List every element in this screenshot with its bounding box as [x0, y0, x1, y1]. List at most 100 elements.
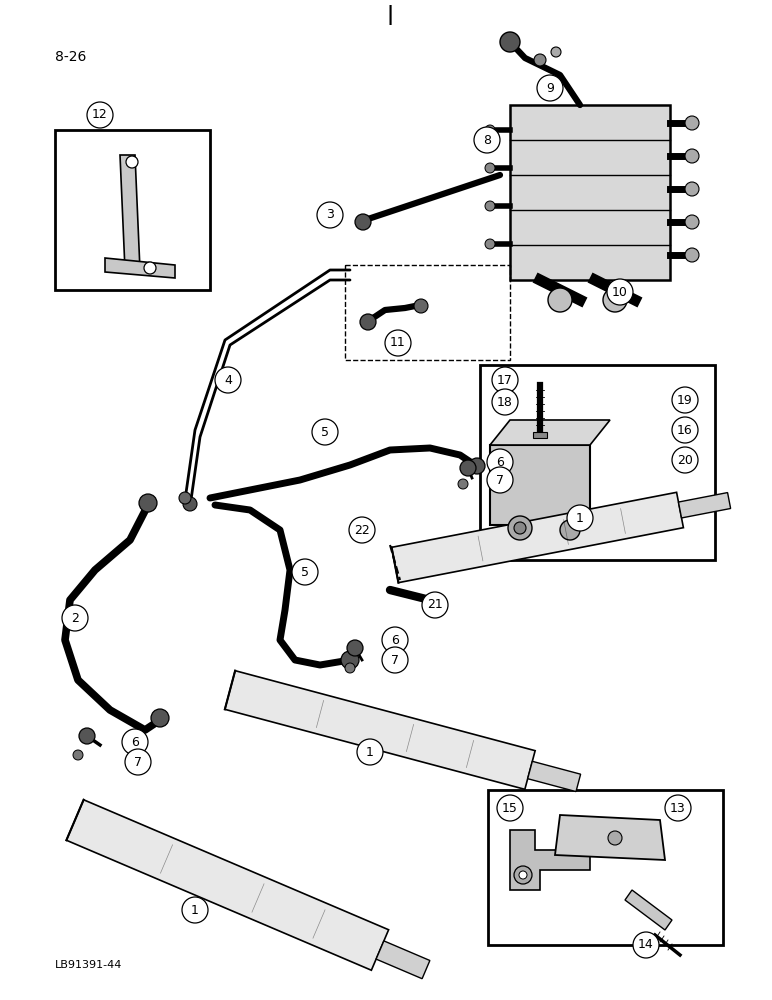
Circle shape: [485, 125, 495, 135]
Circle shape: [382, 627, 408, 653]
Circle shape: [414, 299, 428, 313]
Bar: [345, 265, 510, 360]
Circle shape: [341, 651, 359, 669]
Text: 8-26: 8-26: [55, 50, 86, 64]
Circle shape: [458, 479, 468, 489]
Text: 5: 5: [321, 426, 329, 438]
Text: 10: 10: [612, 286, 628, 298]
Circle shape: [492, 367, 518, 393]
Circle shape: [514, 522, 526, 534]
Circle shape: [460, 460, 476, 476]
Circle shape: [685, 215, 699, 229]
Text: 1: 1: [576, 512, 584, 524]
Circle shape: [347, 640, 363, 656]
Text: 16: 16: [677, 424, 693, 436]
Circle shape: [349, 517, 375, 543]
Circle shape: [385, 330, 411, 356]
Circle shape: [144, 262, 156, 274]
Circle shape: [357, 739, 383, 765]
Text: 18: 18: [497, 395, 513, 408]
Circle shape: [422, 592, 448, 618]
Text: 1: 1: [366, 746, 374, 758]
Bar: [490, 445, 590, 525]
Text: 15: 15: [502, 802, 518, 814]
Circle shape: [87, 102, 113, 128]
Circle shape: [560, 520, 580, 540]
Circle shape: [519, 871, 527, 879]
Text: 21: 21: [427, 598, 443, 611]
Circle shape: [672, 417, 698, 443]
Text: 3: 3: [326, 209, 334, 222]
Bar: [55, 130, 210, 290]
Text: 12: 12: [92, 108, 108, 121]
Circle shape: [182, 897, 208, 923]
Circle shape: [548, 288, 572, 312]
Circle shape: [79, 728, 95, 744]
Polygon shape: [391, 492, 683, 583]
Text: 20: 20: [677, 454, 693, 466]
Circle shape: [672, 447, 698, 473]
Bar: [533, 432, 547, 438]
Circle shape: [139, 494, 157, 512]
Polygon shape: [225, 671, 535, 789]
Circle shape: [125, 749, 151, 775]
Polygon shape: [490, 420, 610, 445]
Circle shape: [122, 729, 148, 755]
Circle shape: [508, 516, 532, 540]
Text: 4: 4: [224, 373, 232, 386]
Text: 9: 9: [546, 82, 554, 95]
Circle shape: [485, 163, 495, 173]
Circle shape: [567, 505, 593, 531]
Circle shape: [633, 932, 659, 958]
Circle shape: [608, 831, 622, 845]
Circle shape: [672, 387, 698, 413]
Bar: [480, 365, 715, 560]
Text: 11: 11: [390, 336, 406, 350]
Circle shape: [179, 492, 191, 504]
Text: 1: 1: [191, 904, 199, 916]
Circle shape: [126, 156, 138, 168]
Circle shape: [514, 866, 532, 884]
Circle shape: [665, 795, 691, 821]
Circle shape: [685, 116, 699, 130]
Text: 6: 6: [496, 456, 504, 468]
Text: 6: 6: [391, 634, 399, 647]
Text: |: |: [387, 5, 394, 25]
Text: 17: 17: [497, 373, 513, 386]
Circle shape: [607, 279, 633, 305]
Circle shape: [603, 288, 627, 312]
Circle shape: [360, 314, 376, 330]
Circle shape: [685, 248, 699, 262]
Circle shape: [492, 389, 518, 415]
Polygon shape: [66, 800, 388, 970]
Circle shape: [485, 239, 495, 249]
Circle shape: [62, 605, 88, 631]
Circle shape: [183, 497, 197, 511]
Polygon shape: [376, 941, 430, 979]
Text: 7: 7: [391, 654, 399, 666]
Circle shape: [73, 750, 83, 760]
Circle shape: [500, 32, 520, 52]
Circle shape: [487, 449, 513, 475]
Circle shape: [317, 202, 343, 228]
Text: 14: 14: [638, 938, 654, 952]
Circle shape: [355, 214, 371, 230]
Circle shape: [487, 467, 513, 493]
Circle shape: [312, 419, 338, 445]
Polygon shape: [555, 815, 665, 860]
Circle shape: [685, 182, 699, 196]
Polygon shape: [625, 890, 672, 930]
Circle shape: [534, 54, 546, 66]
Text: 13: 13: [670, 802, 686, 814]
Text: LB91391-44: LB91391-44: [55, 960, 123, 970]
Bar: [488, 790, 723, 945]
Polygon shape: [120, 155, 140, 270]
Circle shape: [151, 709, 169, 727]
Polygon shape: [105, 258, 175, 278]
Circle shape: [345, 663, 355, 673]
Text: 22: 22: [354, 524, 370, 536]
Polygon shape: [679, 493, 730, 518]
Text: 5: 5: [301, 566, 309, 578]
Bar: [510, 105, 670, 280]
Circle shape: [551, 47, 561, 57]
